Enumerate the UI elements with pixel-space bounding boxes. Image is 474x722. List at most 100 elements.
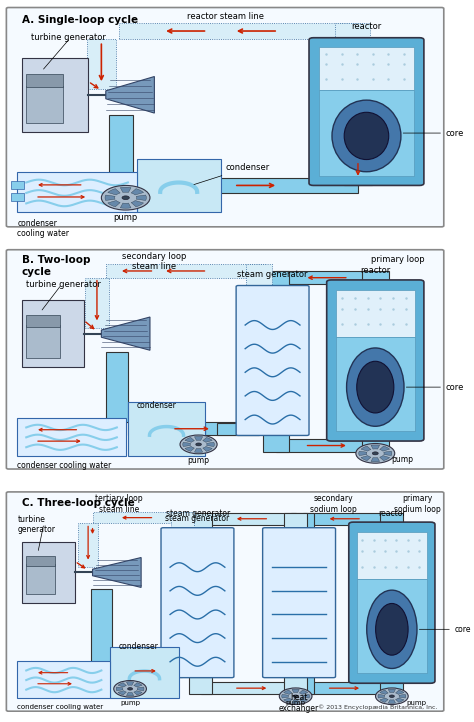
Polygon shape <box>92 557 141 588</box>
Circle shape <box>375 688 408 705</box>
Bar <box>26 86 63 123</box>
Bar <box>319 47 414 90</box>
Wedge shape <box>384 451 392 456</box>
Text: reactor: reactor <box>351 22 382 31</box>
Ellipse shape <box>332 100 401 172</box>
Bar <box>180 422 205 435</box>
Wedge shape <box>388 700 395 703</box>
Circle shape <box>122 196 129 199</box>
FancyBboxPatch shape <box>263 528 336 678</box>
Bar <box>319 90 414 176</box>
Bar <box>101 179 137 192</box>
Bar <box>106 264 266 278</box>
Wedge shape <box>380 698 388 703</box>
Polygon shape <box>106 77 155 113</box>
Text: pump: pump <box>114 214 138 222</box>
FancyBboxPatch shape <box>6 7 444 227</box>
Bar <box>106 352 128 422</box>
Bar <box>87 39 116 89</box>
Text: © 2013 Encyclopædia Britannica, Inc.: © 2013 Encyclopædia Britannica, Inc. <box>318 705 437 710</box>
Wedge shape <box>303 695 310 698</box>
Wedge shape <box>183 443 191 446</box>
FancyBboxPatch shape <box>236 285 309 435</box>
Bar <box>18 417 126 456</box>
Wedge shape <box>185 446 194 451</box>
Wedge shape <box>283 698 292 703</box>
Bar <box>336 290 415 337</box>
Bar <box>26 74 63 87</box>
Wedge shape <box>207 443 214 446</box>
Text: core: core <box>403 129 465 138</box>
Bar <box>201 682 296 694</box>
Wedge shape <box>282 695 289 698</box>
Text: B. Two-loop
cycle: B. Two-loop cycle <box>22 256 91 277</box>
Wedge shape <box>283 690 292 695</box>
Text: condenser
cooling water: condenser cooling water <box>18 219 69 238</box>
Circle shape <box>114 681 146 697</box>
Wedge shape <box>136 195 146 201</box>
Bar <box>109 115 134 178</box>
Wedge shape <box>131 188 144 195</box>
Wedge shape <box>185 438 194 443</box>
Bar <box>217 422 259 435</box>
Wedge shape <box>380 690 388 695</box>
Wedge shape <box>137 687 144 691</box>
Wedge shape <box>118 683 127 687</box>
Wedge shape <box>108 188 120 195</box>
Bar <box>284 513 307 529</box>
Bar <box>291 677 314 694</box>
Text: primary loop: primary loop <box>371 256 424 264</box>
Text: core: core <box>406 383 465 391</box>
Bar <box>190 677 212 694</box>
Wedge shape <box>134 691 142 695</box>
FancyBboxPatch shape <box>349 522 435 683</box>
Ellipse shape <box>375 604 408 655</box>
Bar <box>336 337 415 431</box>
Wedge shape <box>292 690 299 692</box>
Wedge shape <box>380 446 390 451</box>
Bar <box>26 563 55 593</box>
Text: steam generator: steam generator <box>166 509 231 518</box>
Bar <box>357 579 427 673</box>
Circle shape <box>101 186 150 210</box>
Bar <box>362 439 389 452</box>
Wedge shape <box>118 691 127 695</box>
Bar <box>146 666 182 677</box>
FancyBboxPatch shape <box>6 250 444 469</box>
Text: condenser cooling water: condenser cooling water <box>18 704 103 710</box>
Bar <box>335 23 370 40</box>
Circle shape <box>373 452 378 455</box>
Wedge shape <box>127 682 134 685</box>
Wedge shape <box>395 690 404 695</box>
Bar <box>246 264 272 287</box>
Text: secondary loop
steam line: secondary loop steam line <box>122 252 187 271</box>
Wedge shape <box>371 445 380 449</box>
Bar <box>201 513 296 525</box>
Text: steam generator: steam generator <box>237 270 308 279</box>
Bar <box>128 422 259 435</box>
Ellipse shape <box>357 361 394 413</box>
Circle shape <box>180 435 217 454</box>
Bar <box>276 439 375 452</box>
Text: condenser: condenser <box>137 401 177 410</box>
Circle shape <box>279 688 312 705</box>
Bar <box>302 513 392 525</box>
Wedge shape <box>378 695 385 698</box>
FancyBboxPatch shape <box>161 528 234 678</box>
Circle shape <box>293 695 298 697</box>
Polygon shape <box>101 317 150 350</box>
Bar <box>11 181 24 189</box>
Wedge shape <box>371 458 380 462</box>
Bar <box>291 513 314 529</box>
Wedge shape <box>108 201 120 206</box>
Wedge shape <box>395 698 404 703</box>
Bar <box>276 271 375 284</box>
Text: C. Three-loop cycle: C. Three-loop cycle <box>22 497 135 508</box>
Wedge shape <box>116 687 123 691</box>
Bar <box>263 435 289 452</box>
Text: reactor steam line: reactor steam line <box>187 12 264 21</box>
Wedge shape <box>203 446 212 451</box>
Bar <box>380 513 403 524</box>
Bar <box>190 513 212 529</box>
Wedge shape <box>361 446 371 451</box>
